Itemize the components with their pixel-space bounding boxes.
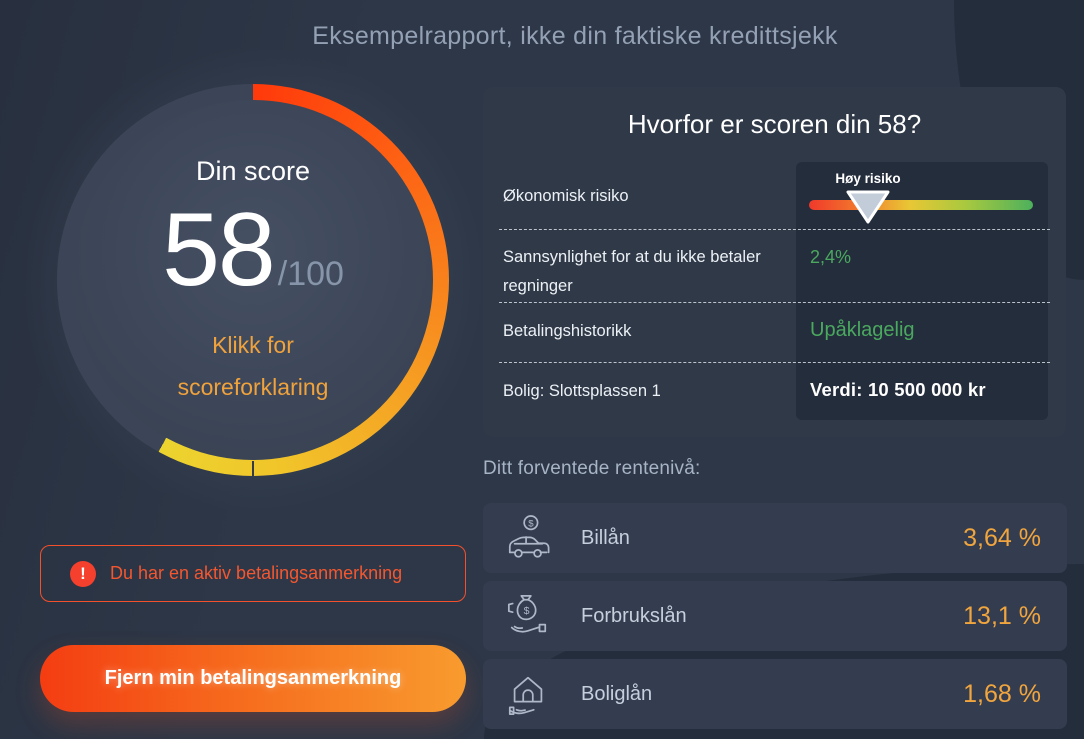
score-number: 58 (162, 192, 276, 308)
row-separator (499, 302, 1050, 303)
alert-text: Du har en aktiv betalingsanmerkning (110, 563, 403, 583)
risk-gradient-bar (809, 200, 1033, 210)
active-remark-alert: ! Du har en aktiv betalingsanmerkning (40, 545, 466, 602)
mortgage-icon (508, 676, 543, 715)
score-explanation-card: Hvorfor er scoren din 58? Økonomisk risi… (483, 87, 1066, 437)
consumer-loan-icon: $ (507, 595, 547, 633)
rate-value: 13,1 % (963, 601, 1041, 630)
card-title: Hvorfor er scoren din 58? (627, 109, 922, 139)
rate-label: Boliglån (581, 682, 653, 705)
rate-value: 3,64 % (963, 523, 1041, 552)
rate-row-consumer-loan: $ Forbrukslån 13,1 % (483, 581, 1067, 651)
row-separator (499, 362, 1050, 363)
score-label: Din score (195, 156, 311, 186)
score-denominator: /100 (277, 254, 344, 293)
rate-row-car-loan: $ Billån 3,64 % (483, 503, 1067, 573)
probability-row-label: Sannsynlighet for at du ikke betaler reg… (503, 248, 761, 295)
risk-pointer-icon (846, 190, 890, 224)
score-explanation-link[interactable]: Klikk for scoreforklaring (177, 331, 329, 400)
row-separator (499, 229, 1050, 230)
property-value: Verdi: 10 500 000 kr (810, 379, 986, 400)
payment-history-label: Betalingshistorikk (503, 322, 632, 340)
probability-value: 2,4% (810, 247, 852, 267)
remove-remark-button[interactable]: Fjern min betalingsanmerkning (40, 645, 466, 712)
rate-value: 1,68 % (963, 679, 1041, 708)
svg-text:$: $ (524, 605, 530, 617)
risk-badge: Høy risiko (835, 171, 901, 186)
page-title: Eksempelrapport, ikke din faktiske kredi… (312, 22, 838, 50)
car-loan-icon: $ (508, 515, 550, 558)
gauge-inner-disc: Din score 58 /100 Klikk for scoreforklar… (73, 100, 433, 460)
payment-history-value: Upåklagelig (810, 319, 915, 341)
risk-row-label: Økonomisk risiko (503, 187, 629, 205)
rate-label: Forbrukslån (581, 604, 687, 627)
gauge-tick (252, 461, 254, 476)
svg-text:$: $ (528, 519, 534, 530)
score-gauge[interactable]: Din score 58 /100 Klikk for scoreforklar… (57, 84, 449, 476)
rates-heading: Ditt forventede rentenivå: (483, 458, 701, 479)
property-row-label: Bolig: Slottsplassen 1 (503, 382, 661, 400)
score-value: 58 /100 (162, 192, 344, 308)
warning-icon: ! (70, 560, 96, 587)
rate-label: Billån (581, 526, 630, 549)
rate-row-mortgage: Boliglån 1,68 % (483, 659, 1067, 729)
